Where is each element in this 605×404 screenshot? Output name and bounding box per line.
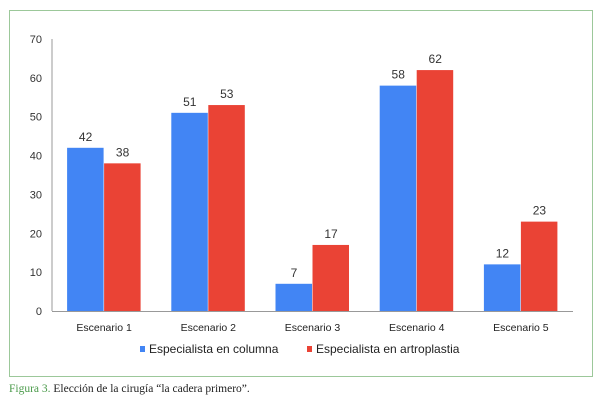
y-tick-label: 70 — [30, 34, 42, 46]
x-tick-label: Escenario 5 — [493, 322, 549, 334]
data-label: 23 — [533, 204, 547, 218]
bar — [275, 283, 312, 311]
y-tick-label: 30 — [30, 189, 42, 201]
data-label: 53 — [220, 87, 234, 101]
legend-label: Especialista en columna — [149, 342, 279, 356]
caption-label: Figura 3. — [9, 383, 51, 395]
legend-label: Especialista en artroplastia — [316, 342, 460, 356]
x-tick-label: Escenario 3 — [285, 322, 341, 334]
x-tick-label: Escenario 1 — [76, 322, 132, 334]
data-label: 7 — [291, 266, 298, 280]
caption-text: Elección de la cirugía “la cadera primer… — [50, 383, 250, 395]
data-label: 12 — [496, 246, 510, 260]
y-tick-label: 10 — [30, 267, 42, 279]
bar — [171, 112, 208, 311]
legend-swatch — [140, 346, 145, 352]
bar — [312, 244, 349, 311]
data-label: 62 — [429, 52, 443, 66]
figure-caption: Figura 3. Elección de la cirugía “la cad… — [9, 383, 250, 395]
bar — [379, 85, 417, 311]
data-label: 38 — [116, 145, 130, 159]
x-tick-label: Escenario 4 — [389, 322, 445, 334]
bar — [483, 264, 521, 311]
data-label: 42 — [79, 130, 93, 144]
bar — [67, 147, 104, 311]
y-tick-label: 20 — [30, 228, 42, 240]
data-label: 17 — [324, 227, 338, 241]
y-tick-label: 40 — [30, 151, 42, 163]
data-label: 58 — [392, 68, 406, 82]
bar — [104, 163, 141, 311]
y-tick-label: 0 — [36, 306, 42, 318]
bar — [520, 221, 558, 311]
data-label: 51 — [183, 95, 197, 109]
bar — [208, 105, 245, 311]
bar — [416, 70, 454, 311]
y-tick-label: 60 — [30, 73, 42, 85]
legend-swatch — [307, 346, 312, 352]
x-tick-label: Escenario 2 — [181, 322, 237, 334]
y-tick-label: 50 — [30, 112, 42, 124]
